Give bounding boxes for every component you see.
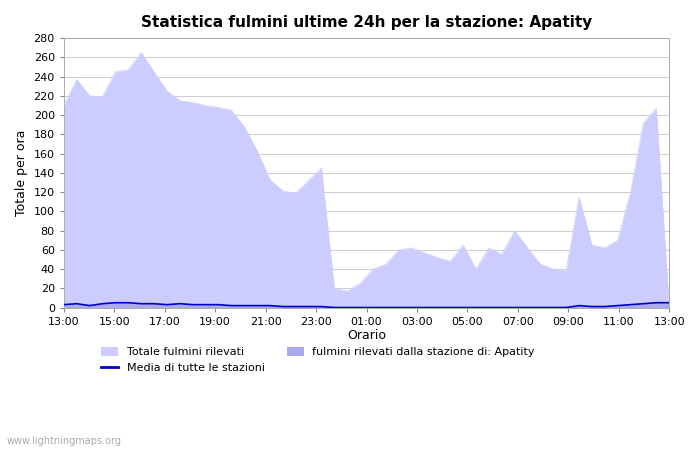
X-axis label: Orario: Orario xyxy=(347,329,386,342)
Legend: Totale fulmini rilevati, Media di tutte le stazioni, fulmini rilevati dalla staz: Totale fulmini rilevati, Media di tutte … xyxy=(97,342,540,378)
Title: Statistica fulmini ultime 24h per la stazione: Apatity: Statistica fulmini ultime 24h per la sta… xyxy=(141,15,592,30)
Y-axis label: Totale per ora: Totale per ora xyxy=(15,130,28,216)
Text: www.lightningmaps.org: www.lightningmaps.org xyxy=(7,436,122,446)
